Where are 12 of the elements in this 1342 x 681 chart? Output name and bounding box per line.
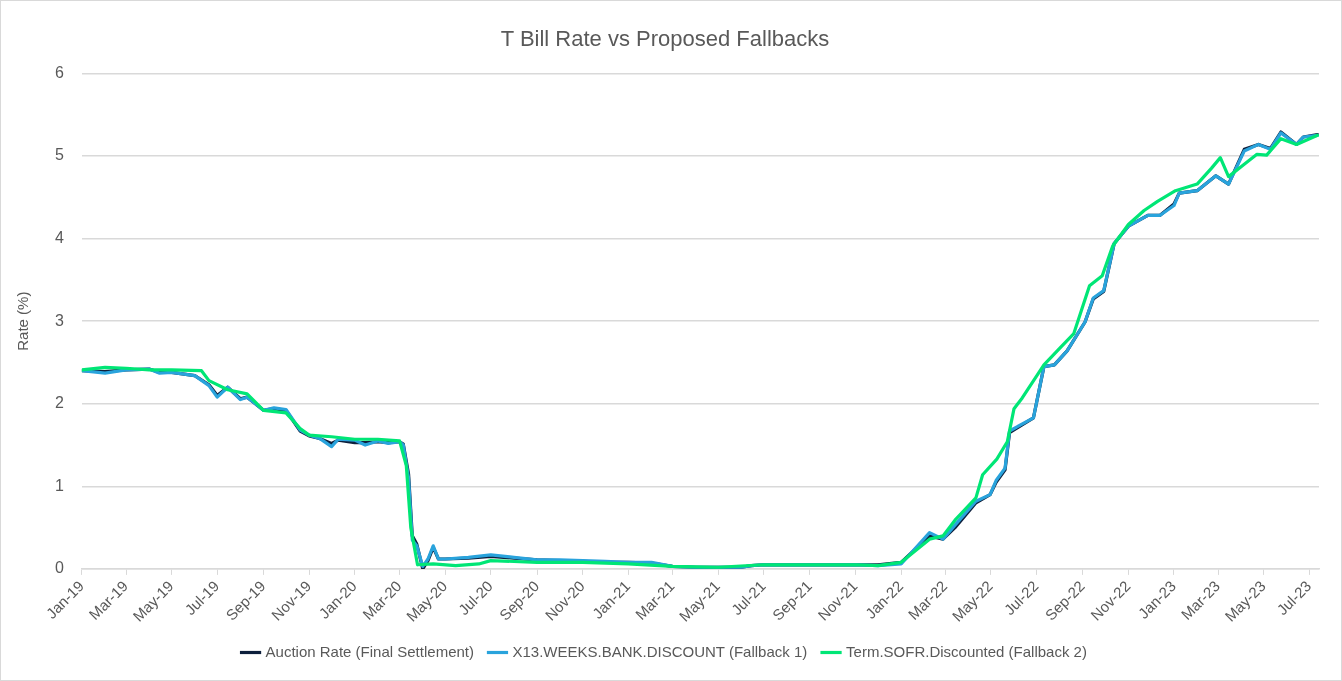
y-tick-label: 5 [54,146,64,164]
y-tick-label: 2 [54,394,64,412]
legend-label: X13.WEEKS.BANK.DISCOUNT (Fallback 1) [512,642,808,660]
legend-label: Auction Rate (Final Settlement) [265,642,474,660]
legend-label: Term.SOFR.Discounted (Fallback 2) [846,642,1087,660]
y-tick-label: 0 [54,559,64,577]
y-tick-label: 3 [54,311,64,329]
y-tick-label: 1 [54,476,64,494]
y-tick-label: 6 [54,63,64,81]
y-axis-title: Rate (%) [14,291,32,351]
y-tick-label: 4 [54,228,64,246]
chart-title: T Bill Rate vs Proposed Fallbacks [500,26,830,52]
